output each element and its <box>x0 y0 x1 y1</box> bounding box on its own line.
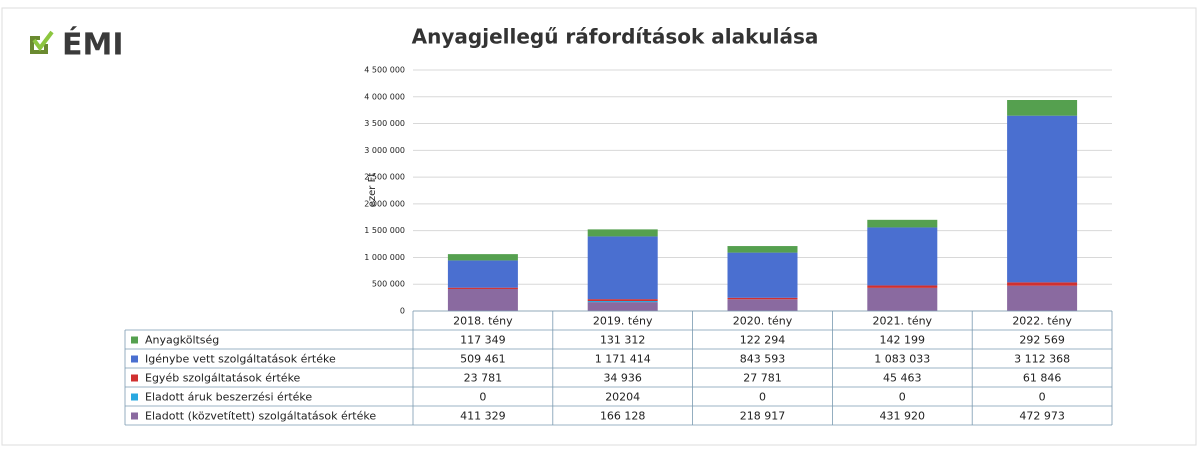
x-tick-label: 2018. tény <box>453 315 513 328</box>
logo: ÉMI <box>62 27 124 63</box>
y-tick-label: 3 000 000 <box>364 146 405 155</box>
table-value: 61 846 <box>1023 372 1062 385</box>
bar-segment <box>447 287 518 289</box>
table-value: 131 312 <box>600 334 646 347</box>
bar-segment <box>447 288 518 311</box>
y-tick-label: 500 000 <box>372 280 405 289</box>
legend-label: Anyagköltség <box>145 334 219 347</box>
x-tick-label: 2019. tény <box>593 315 653 328</box>
frame <box>1 7 1197 446</box>
y-tick-label: 3 500 000 <box>364 119 405 128</box>
bar-segment <box>727 299 798 311</box>
table-value: 0 <box>899 391 906 404</box>
table-value: 34 936 <box>603 372 642 385</box>
legend-label: Egyéb szolgáltatások értéke <box>145 372 301 385</box>
table-value: 45 463 <box>883 372 922 385</box>
y-tick-label: 1 000 000 <box>364 253 405 262</box>
bar-segment <box>587 299 658 302</box>
table-value: 509 461 <box>460 353 506 366</box>
bar-segment <box>587 236 658 300</box>
x-tick-label: 2022. tény <box>1012 315 1072 328</box>
legend-swatch <box>131 336 138 344</box>
y-tick-label: 4 500 000 <box>364 66 405 75</box>
legend-swatch <box>131 412 138 420</box>
table-value: 411 329 <box>460 410 506 423</box>
table-value: 292 569 <box>1019 334 1065 347</box>
bar-segment <box>867 285 938 288</box>
table-value: 117 349 <box>460 334 506 347</box>
table-value: 843 593 <box>740 353 786 366</box>
table-value: 27 781 <box>743 372 782 385</box>
bar-segment <box>727 297 798 300</box>
table-value: 218 917 <box>740 410 786 423</box>
y-tick-label: 4 000 000 <box>364 92 405 101</box>
x-tick-label: 2020. tény <box>733 315 793 328</box>
legend-label: Igénybe vett szolgáltatások értéke <box>145 353 336 366</box>
x-tick-label: 2021. tény <box>873 315 933 328</box>
legend-swatch <box>131 355 138 363</box>
legend-swatch <box>131 374 138 382</box>
bar-segment <box>867 227 938 286</box>
table-value: 1 171 414 <box>595 353 651 366</box>
bar-segment <box>587 229 658 237</box>
chart-title: Anyagjellegű ráfordítások alakulása <box>412 25 819 49</box>
y-tick-label: 0 <box>400 307 405 316</box>
legend-label: Eladott áruk beszerzési értéke <box>145 391 312 404</box>
table-value: 23 781 <box>464 372 503 385</box>
table-value: 142 199 <box>880 334 926 347</box>
table-value: 20204 <box>605 391 640 404</box>
table-value: 1 083 033 <box>874 353 930 366</box>
table-value: 0 <box>479 391 486 404</box>
table-value: 0 <box>759 391 766 404</box>
bar-segment <box>447 260 518 288</box>
bar-segment <box>1007 100 1078 116</box>
logo-check <box>32 30 54 52</box>
bar-segment <box>867 287 938 311</box>
y-tick-label: 2 500 000 <box>364 173 405 182</box>
bar-segment <box>1007 282 1078 286</box>
table-value: 431 920 <box>880 410 926 423</box>
y-axis-label: ezer Ft <box>367 173 378 208</box>
bar-segment <box>587 302 658 311</box>
bar-segment <box>1007 285 1078 311</box>
bar-segment <box>1007 115 1078 283</box>
y-tick-label: 1 500 000 <box>364 226 405 235</box>
table-value: 166 128 <box>600 410 646 423</box>
bar-segment <box>587 301 658 303</box>
table-value: 122 294 <box>740 334 786 347</box>
bar-segment <box>727 246 798 253</box>
legend-swatch <box>131 393 138 401</box>
table-value: 472 973 <box>1019 410 1065 423</box>
bar-segment <box>727 252 798 298</box>
table-value: 3 112 368 <box>1014 353 1070 366</box>
bar-segment <box>867 219 938 228</box>
legend-label: Eladott (közvetített) szolgáltatások ért… <box>145 410 376 423</box>
table-value: 0 <box>1039 391 1046 404</box>
y-tick-label: 2 000 000 <box>364 199 405 208</box>
bar-segment <box>447 254 518 261</box>
